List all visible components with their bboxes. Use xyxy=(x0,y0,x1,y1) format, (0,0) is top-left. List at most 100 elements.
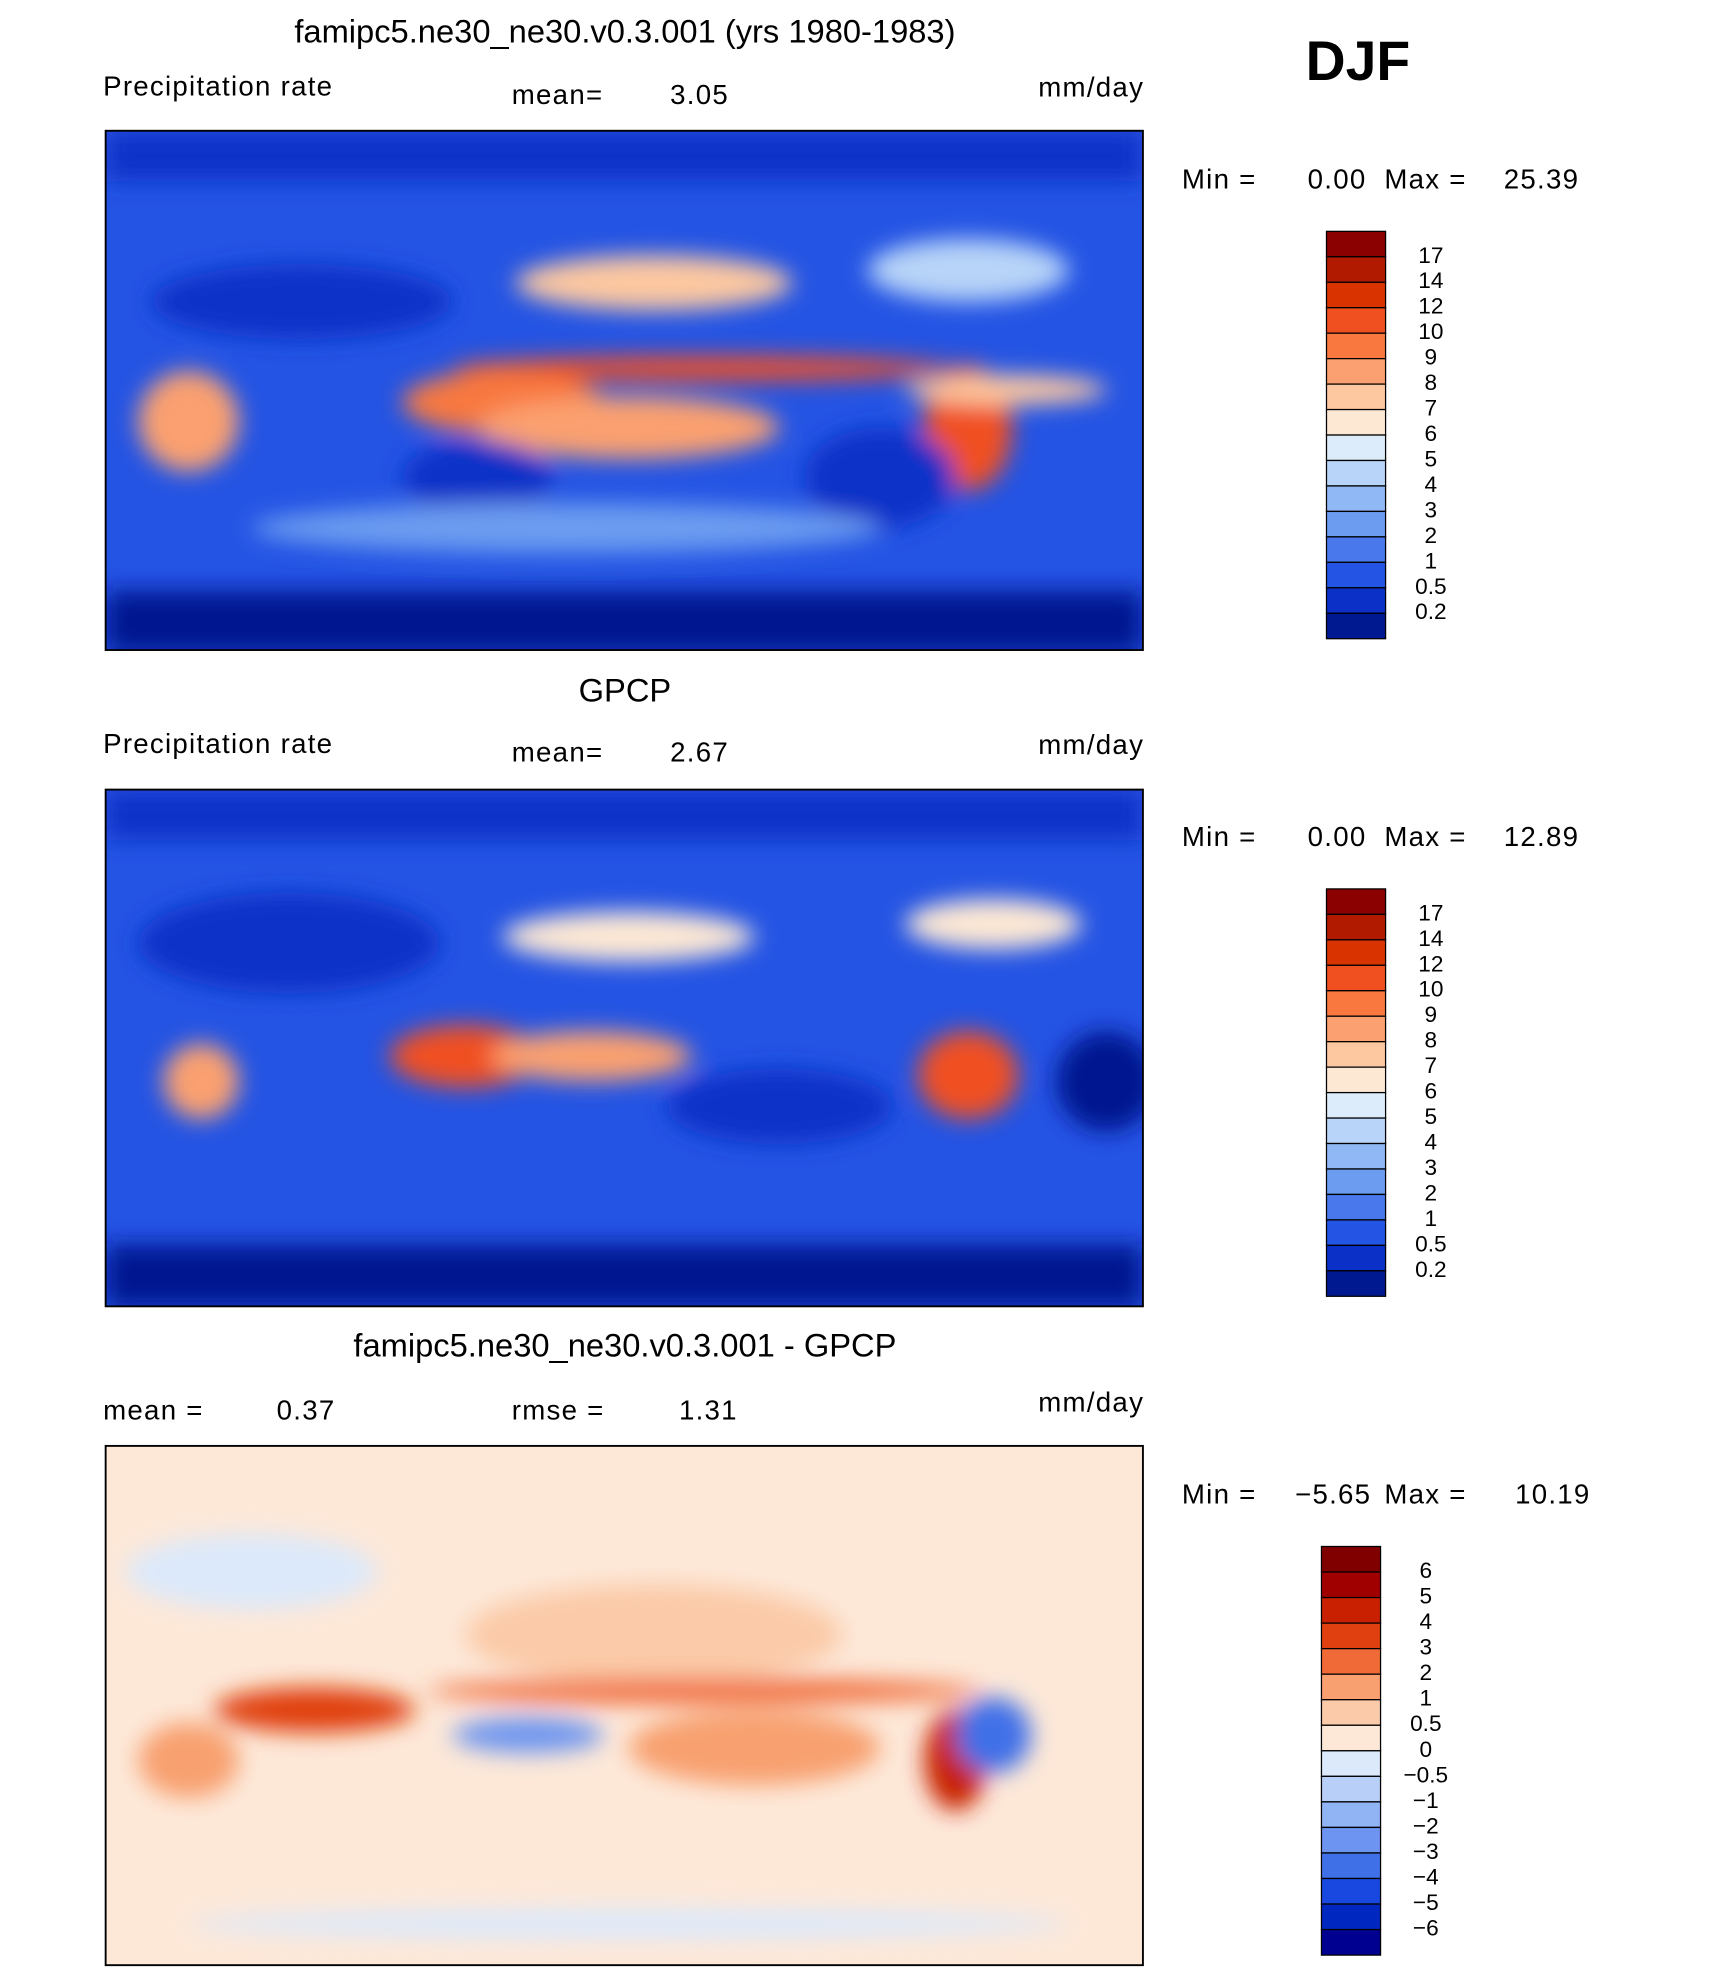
map-frame xyxy=(104,788,1144,1308)
colorbar-label: 14 xyxy=(1418,926,1443,951)
colorbar-label: 0.5 xyxy=(1410,1711,1441,1736)
colorbar-label: 0.2 xyxy=(1415,1257,1446,1282)
colorbar-swatch xyxy=(1325,358,1387,385)
colorbar-label: −5 xyxy=(1413,1890,1439,1915)
variable-label: Precipitation rate xyxy=(103,70,333,101)
colorbar-label: 3 xyxy=(1425,1155,1438,1180)
colorbar-swatch xyxy=(1320,1648,1382,1675)
min-label: Min = xyxy=(1182,821,1257,852)
season-label: DJF xyxy=(1306,30,1411,92)
mean-value: 3.05 xyxy=(670,79,729,110)
colorbar-swatch xyxy=(1320,1622,1382,1650)
max-value: 10.19 xyxy=(1515,1479,1591,1510)
colorbar-swatch xyxy=(1325,990,1387,1017)
colorbar-swatch xyxy=(1325,510,1387,538)
max-label: Max = xyxy=(1384,821,1466,852)
colorbar-label: 12 xyxy=(1418,951,1443,976)
colorbar-label: 9 xyxy=(1425,345,1438,370)
colorbar-label: 1 xyxy=(1425,1206,1438,1231)
colorbar-label: 3 xyxy=(1425,497,1438,522)
colorbar-swatch xyxy=(1320,1673,1382,1701)
min-value: 0.00 xyxy=(1308,821,1367,852)
colorbar-swatch xyxy=(1325,256,1387,283)
colorbar-label: 3 xyxy=(1420,1635,1433,1660)
colorbar-swatch xyxy=(1325,408,1387,436)
colorbar-swatch xyxy=(1325,1117,1387,1145)
colorbar-swatch xyxy=(1325,1270,1387,1297)
colorbar-label: 6 xyxy=(1425,1079,1438,1104)
colorbar-swatch xyxy=(1325,383,1387,411)
map xyxy=(105,789,1143,1307)
max-value: 25.39 xyxy=(1504,163,1580,194)
colorbar-label: 8 xyxy=(1425,1028,1438,1053)
colorbar-label: 2 xyxy=(1420,1660,1433,1685)
colorbar-label: −4 xyxy=(1413,1864,1439,1889)
colorbar-swatch xyxy=(1325,230,1387,258)
colorbar-swatch xyxy=(1320,1903,1382,1931)
min-value: −5.65 xyxy=(1295,1479,1371,1510)
colorbar-swatch xyxy=(1325,913,1387,941)
colorbar-swatch xyxy=(1325,561,1387,589)
min-label: Min = xyxy=(1182,163,1257,194)
colorbar-label: 6 xyxy=(1425,421,1438,446)
colorbar-label: −0.5 xyxy=(1403,1762,1448,1787)
colorbar-swatch xyxy=(1320,1724,1382,1752)
colorbar-label: 0.5 xyxy=(1415,574,1446,599)
mean-value: 2.67 xyxy=(670,737,729,768)
colorbar-swatch xyxy=(1320,1877,1382,1905)
mean-label: mean= xyxy=(512,737,604,768)
colorbar-label: 6 xyxy=(1420,1558,1433,1583)
colorbar-swatch xyxy=(1325,964,1387,992)
min-label: Min = xyxy=(1182,1479,1257,1510)
colorbar-swatch xyxy=(1325,1066,1387,1094)
colorbar-swatch xyxy=(1325,1244,1387,1272)
colorbar-swatch xyxy=(1325,587,1387,614)
colorbar-swatch xyxy=(1325,1219,1387,1246)
panel-title: famipc5.ne30_ne30.v0.3.001 (yrs 1980-198… xyxy=(294,13,955,50)
min-value: 0.00 xyxy=(1308,163,1367,194)
colorbar-swatch xyxy=(1325,1015,1387,1043)
colorbar-swatch xyxy=(1320,1571,1382,1599)
max-value: 12.89 xyxy=(1504,821,1580,852)
colorbar-label: 4 xyxy=(1425,1130,1438,1155)
colorbar-swatch xyxy=(1325,459,1387,487)
units-label: mm/day xyxy=(1038,72,1144,103)
mean-value: 0.37 xyxy=(277,1394,336,1425)
colorbar-swatch xyxy=(1325,281,1387,309)
colorbar-label: 5 xyxy=(1420,1584,1433,1609)
max-label: Max = xyxy=(1384,163,1466,194)
colorbar-label: 14 xyxy=(1418,268,1443,293)
colorbar-swatch xyxy=(1325,536,1387,563)
colorbar-swatch xyxy=(1325,1041,1387,1068)
colorbar-label: 2 xyxy=(1425,1180,1438,1205)
colorbar-swatch xyxy=(1320,1775,1382,1803)
units-label: mm/day xyxy=(1038,1387,1144,1418)
map-frame xyxy=(104,1444,1144,1967)
colorbar-swatch xyxy=(1325,307,1387,334)
colorbar-swatch xyxy=(1325,332,1387,360)
mean-label: mean = xyxy=(103,1394,204,1425)
colorbar-label: 9 xyxy=(1425,1002,1438,1027)
colorbar-label: 1 xyxy=(1420,1686,1433,1711)
colorbar-label: −2 xyxy=(1413,1813,1439,1838)
colorbar-label: −1 xyxy=(1413,1788,1439,1813)
colorbar-label: −6 xyxy=(1413,1916,1439,1941)
colorbar-swatch xyxy=(1320,1826,1382,1854)
colorbar-swatch xyxy=(1320,1852,1382,1880)
colorbar-label: 10 xyxy=(1418,319,1443,344)
colorbar-swatch xyxy=(1325,1142,1387,1170)
panel-title: GPCP xyxy=(579,671,672,708)
colorbar-swatch xyxy=(1320,1801,1382,1829)
rmse-value: 1.31 xyxy=(679,1394,738,1425)
colorbar-swatch xyxy=(1325,939,1387,966)
colorbar-swatch xyxy=(1325,434,1387,462)
colorbar-swatch xyxy=(1320,1928,1382,1956)
colorbar-label: 4 xyxy=(1420,1609,1433,1634)
map xyxy=(105,1445,1143,1966)
variable-label: Precipitation rate xyxy=(103,728,333,759)
colorbar-label: 12 xyxy=(1418,294,1443,319)
colorbar-swatch xyxy=(1325,485,1387,513)
max-label: Max = xyxy=(1384,1479,1466,1510)
colorbar-label: 8 xyxy=(1425,370,1438,395)
